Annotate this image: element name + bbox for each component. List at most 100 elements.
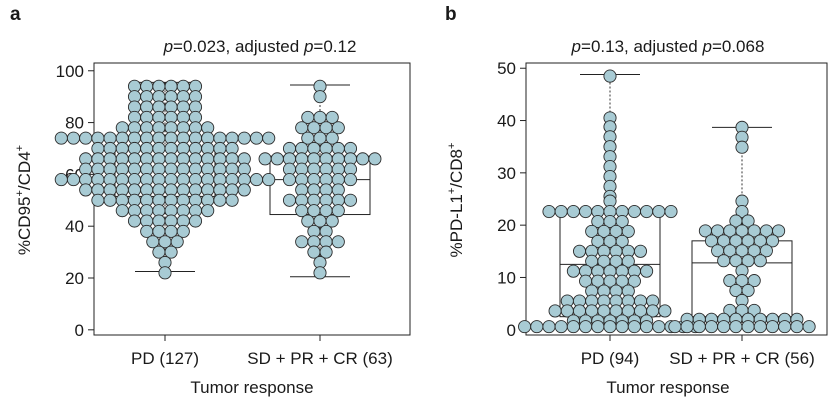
panel-b-data-point bbox=[603, 69, 617, 83]
panel-a-data-point bbox=[295, 235, 309, 249]
panel-a-y-axis-label: %CD95+/CD4+ bbox=[14, 145, 34, 255]
panel-b-data-point bbox=[530, 320, 544, 334]
panel-b-data-point bbox=[759, 244, 773, 258]
panel-b-data-point bbox=[717, 254, 731, 268]
panel-b-data-point bbox=[717, 320, 731, 334]
panel-b-data-point bbox=[542, 205, 556, 219]
panel-b-data-point bbox=[627, 274, 641, 288]
panel-b-data-point bbox=[741, 214, 755, 228]
panel-b-y-tick-label: 10 bbox=[497, 268, 516, 287]
panel-a-data-point bbox=[325, 110, 339, 124]
panel-b-data-point bbox=[753, 320, 767, 334]
panel-b-data-point bbox=[591, 320, 605, 334]
panel-b-data-point bbox=[566, 320, 580, 334]
panel-b-data-point bbox=[735, 140, 749, 154]
panel-a-data-point bbox=[331, 121, 345, 135]
panel-a-category-label: PD (127) bbox=[131, 349, 199, 368]
panel-b-data-point bbox=[554, 320, 568, 334]
panel-a-data-point bbox=[270, 152, 284, 166]
panel-b-title: p=0.13, adjusted p=0.068 bbox=[571, 37, 765, 56]
panel-a-data-point bbox=[66, 131, 81, 145]
panel-a-data-point bbox=[54, 131, 68, 145]
panel-a-data-point bbox=[66, 173, 81, 187]
panel-a-data-point bbox=[331, 204, 345, 218]
panel-b-data-point bbox=[579, 320, 593, 334]
panel-b-data-point bbox=[692, 320, 706, 334]
panel-b-data-point bbox=[802, 320, 816, 334]
panel-a-data-point bbox=[127, 214, 142, 228]
panel-b-y-tick-label: 20 bbox=[497, 216, 516, 235]
panel-a-data-point bbox=[158, 266, 172, 280]
panel-b-category-label: PD (94) bbox=[581, 349, 640, 368]
panel-b-y-tick-label: 40 bbox=[497, 112, 516, 131]
panel-a-title: p=0.023, adjusted p=0.12 bbox=[163, 37, 357, 56]
panel-b-data-point bbox=[579, 205, 593, 219]
panel-b-data-point bbox=[640, 205, 654, 219]
panel-a-data-point bbox=[325, 214, 339, 228]
panel-a-data-point bbox=[331, 235, 345, 249]
panel-a-data-point bbox=[258, 152, 272, 166]
panel-b-data-point bbox=[615, 234, 629, 248]
panel-a-data-point bbox=[201, 204, 215, 218]
panel-a-y-tick-label: 40 bbox=[65, 217, 84, 236]
panel-a-data-point bbox=[282, 173, 297, 187]
panel-a-data-point bbox=[262, 173, 276, 187]
panel-a-data-point bbox=[325, 131, 339, 145]
panel-a-data-point bbox=[91, 193, 105, 207]
panel-b-plot-frame bbox=[525, 62, 828, 336]
panel-a: a p=0.023, adjusted p=0.12 020406080100P… bbox=[10, 4, 411, 397]
panel-a-data-point bbox=[262, 131, 276, 145]
panel-b-data-point bbox=[729, 320, 743, 334]
panel-b-data-point bbox=[741, 283, 755, 298]
panel-b-data-point bbox=[652, 205, 666, 219]
panel-b-data-point bbox=[621, 254, 635, 268]
panel-a-data-point bbox=[313, 90, 327, 104]
panel-a-data-point bbox=[225, 193, 239, 207]
panel-b-x-axis-label: Tumor response bbox=[606, 378, 729, 397]
panel-b-y-axis-label: %PD-L1+/CD8+ bbox=[446, 143, 466, 258]
panel-b-data-point bbox=[566, 205, 580, 219]
panel-a-data-point bbox=[356, 152, 370, 166]
panel-b-data-point bbox=[680, 320, 694, 334]
panel-b-data-point bbox=[790, 320, 804, 334]
panel-a-data-point bbox=[313, 266, 327, 280]
panel-a-data-point bbox=[343, 193, 358, 207]
panel-b-plot: 0 10 20 30 40 50 PD (94) SD + PR + CR (56) bbox=[497, 59, 828, 368]
panel-b-data-point bbox=[603, 320, 617, 334]
panel-a-data-point bbox=[249, 173, 264, 187]
panel-b-data-point bbox=[704, 320, 719, 334]
panel-a-data-point bbox=[343, 173, 358, 187]
panel-b-data-point bbox=[735, 205, 749, 219]
panel-b-data-point bbox=[658, 304, 672, 318]
panel-a-data-point bbox=[79, 131, 93, 145]
panel-a-y-tick-label: 0 bbox=[75, 321, 84, 340]
panel-b-y-tick-label: 0 bbox=[507, 321, 516, 340]
panel-b-data-point bbox=[747, 274, 761, 288]
panel-b-data-point bbox=[753, 254, 767, 268]
panel-b-data-point bbox=[765, 234, 780, 248]
panel-a-category-label: SD + PR + CR (63) bbox=[247, 349, 393, 368]
panel-a-data-point bbox=[115, 204, 129, 218]
panel-b-data-point bbox=[664, 205, 678, 219]
panel-a-y-tick-label: 100 bbox=[56, 62, 84, 81]
panel-a-label: a bbox=[10, 4, 21, 25]
panel-b-data-point bbox=[652, 320, 666, 334]
panel-a-data-point bbox=[249, 131, 264, 145]
panel-b-category-label: SD + PR + CR (56) bbox=[669, 349, 815, 368]
panel-b-data-point bbox=[627, 320, 641, 334]
panel-b-data-point bbox=[668, 320, 682, 334]
panel-a-plot: 020406080100PD (127)SD + PR + CR (63) bbox=[54, 62, 411, 368]
panel-a-data-point bbox=[170, 235, 184, 249]
panel-b-label: b bbox=[445, 4, 457, 25]
panel-b-data-point bbox=[615, 214, 629, 229]
panel-b-data-point bbox=[765, 320, 780, 334]
panel-b-data-point bbox=[621, 224, 635, 238]
panel-a-data-point bbox=[176, 224, 190, 238]
panel-b-y-tick-label: 30 bbox=[497, 164, 516, 183]
panel-b-data-point bbox=[741, 320, 755, 334]
panel-b: b p=0.13, adjusted p=0.068 0 10 20 30 40 50 PD… bbox=[445, 4, 828, 397]
panel-a-y-tick-label: 80 bbox=[65, 114, 84, 133]
panel-b-data-point bbox=[772, 224, 786, 238]
panel-b-data-point bbox=[640, 264, 654, 278]
panel-a-data-point bbox=[54, 173, 68, 187]
